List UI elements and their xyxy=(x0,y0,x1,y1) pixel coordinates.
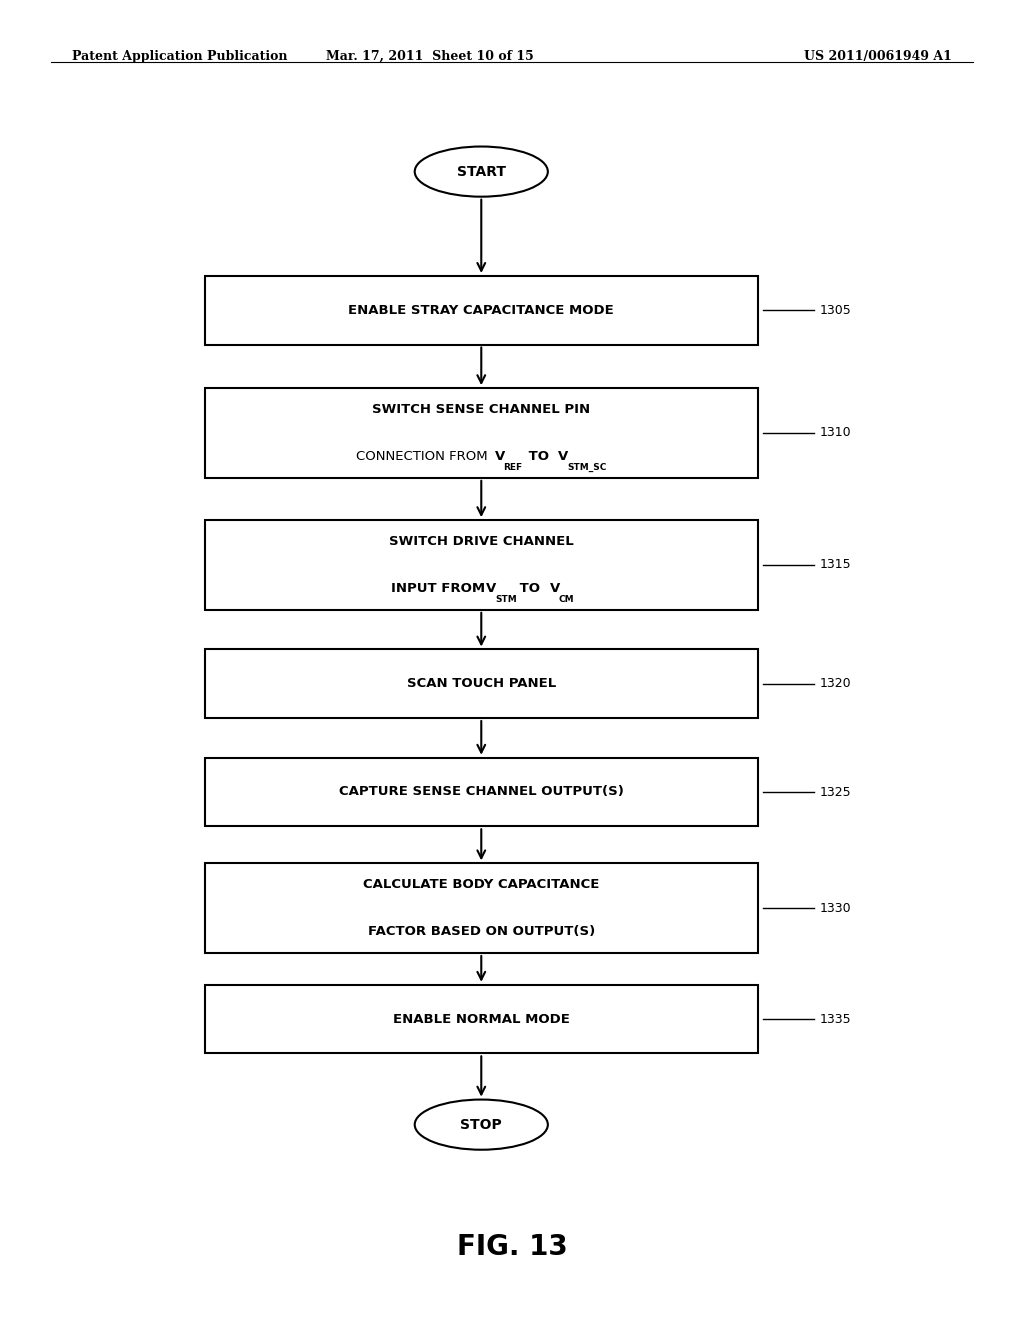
Text: STOP: STOP xyxy=(461,1118,502,1131)
FancyBboxPatch shape xyxy=(205,388,758,478)
Text: REF: REF xyxy=(504,463,522,471)
Text: 1330: 1330 xyxy=(819,902,851,915)
FancyBboxPatch shape xyxy=(205,863,758,953)
Text: Patent Application Publication: Patent Application Publication xyxy=(72,50,287,63)
Text: 1325: 1325 xyxy=(819,785,851,799)
FancyBboxPatch shape xyxy=(205,520,758,610)
Text: V: V xyxy=(558,450,568,463)
Text: TO: TO xyxy=(523,450,553,463)
Text: INPUT FROM: INPUT FROM xyxy=(390,582,489,595)
Text: SWITCH DRIVE CHANNEL: SWITCH DRIVE CHANNEL xyxy=(389,535,573,548)
Text: TO: TO xyxy=(515,582,545,595)
Text: CAPTURE SENSE CHANNEL OUTPUT(S): CAPTURE SENSE CHANNEL OUTPUT(S) xyxy=(339,785,624,799)
Text: CM: CM xyxy=(559,595,574,603)
Text: 1305: 1305 xyxy=(819,304,851,317)
Ellipse shape xyxy=(415,147,548,197)
Text: STM: STM xyxy=(496,595,517,603)
FancyBboxPatch shape xyxy=(205,276,758,345)
Text: V: V xyxy=(486,582,497,595)
Text: CALCULATE BODY CAPACITANCE: CALCULATE BODY CAPACITANCE xyxy=(364,878,599,891)
Text: 1315: 1315 xyxy=(819,558,851,572)
FancyBboxPatch shape xyxy=(205,649,758,718)
Text: Mar. 17, 2011  Sheet 10 of 15: Mar. 17, 2011 Sheet 10 of 15 xyxy=(327,50,534,63)
Text: CONNECTION FROM: CONNECTION FROM xyxy=(355,450,492,463)
Text: V: V xyxy=(550,582,560,595)
FancyBboxPatch shape xyxy=(205,985,758,1053)
Text: 1320: 1320 xyxy=(819,677,851,690)
Text: FIG. 13: FIG. 13 xyxy=(457,1233,567,1262)
Text: SWITCH SENSE CHANNEL PIN: SWITCH SENSE CHANNEL PIN xyxy=(372,403,591,416)
Text: START: START xyxy=(457,165,506,178)
FancyBboxPatch shape xyxy=(205,758,758,826)
Text: FACTOR BASED ON OUTPUT(S): FACTOR BASED ON OUTPUT(S) xyxy=(368,925,595,939)
Ellipse shape xyxy=(415,1100,548,1150)
Text: 1335: 1335 xyxy=(819,1012,851,1026)
Text: 1310: 1310 xyxy=(819,426,851,440)
Text: STM_SC: STM_SC xyxy=(567,463,606,471)
Text: ENABLE STRAY CAPACITANCE MODE: ENABLE STRAY CAPACITANCE MODE xyxy=(348,304,614,317)
Text: V: V xyxy=(495,450,505,463)
Text: SCAN TOUCH PANEL: SCAN TOUCH PANEL xyxy=(407,677,556,690)
Text: ENABLE NORMAL MODE: ENABLE NORMAL MODE xyxy=(393,1012,569,1026)
Text: US 2011/0061949 A1: US 2011/0061949 A1 xyxy=(805,50,952,63)
